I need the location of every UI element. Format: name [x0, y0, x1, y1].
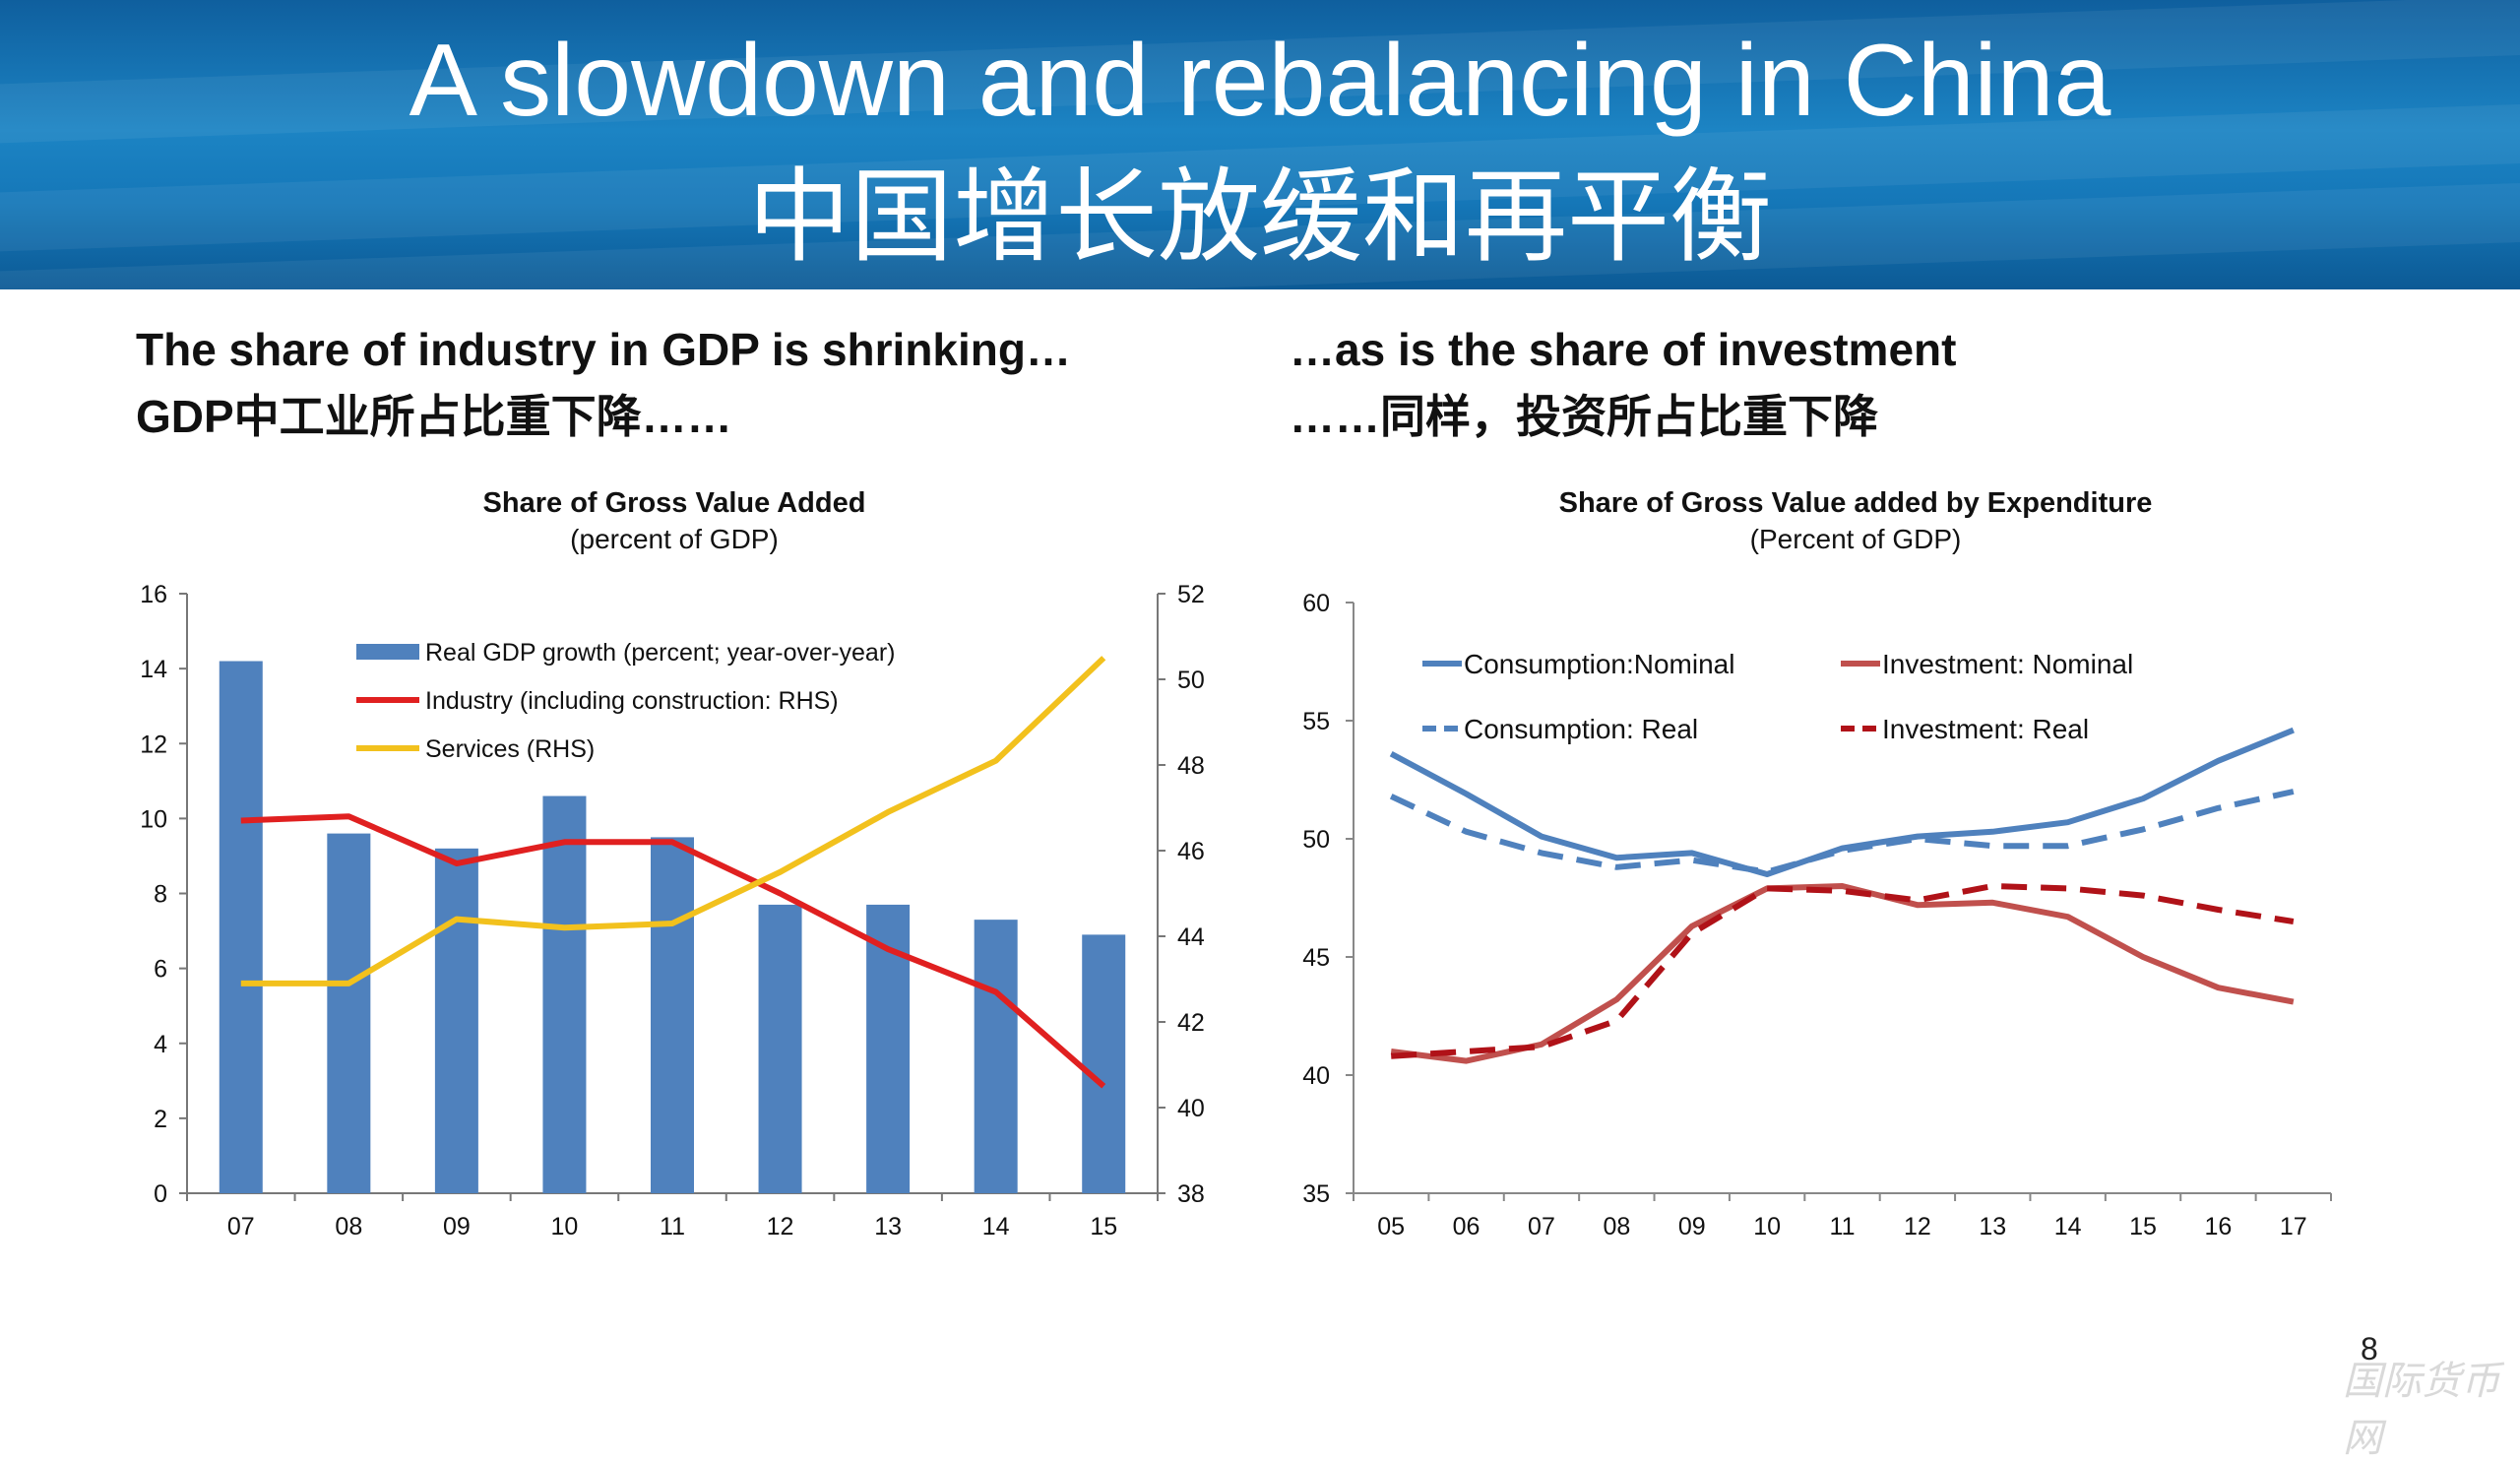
investment-real-line: [1391, 883, 2295, 1059]
gross-value-added-chart: Share of Gross Value Added (percent of GD…: [140, 487, 1205, 1240]
y-tick-label: 60: [1302, 590, 1330, 617]
left-y-tick-label: 16: [140, 581, 167, 608]
x-tick-label: 07: [1528, 1213, 1555, 1240]
gdp-growth-bar: [758, 904, 802, 1193]
x-tick-label: 06: [1453, 1213, 1480, 1240]
x-tick-label: 05: [1377, 1213, 1405, 1240]
gdp-growth-bar: [219, 661, 263, 1193]
legend-label: Real GDP growth (percent; year-over-year…: [425, 639, 896, 667]
legend-label: Investment: Real: [1882, 714, 2089, 744]
y-tick-label: 45: [1302, 944, 1330, 972]
x-tick-label: 13: [1979, 1213, 2006, 1240]
legend-label: Consumption:Nominal: [1464, 649, 1734, 679]
slide-title-en: A slowdown and rebalancing in China: [409, 24, 2111, 138]
left-heading-en: The share of industry in GDP is shrinkin…: [136, 324, 1071, 375]
legend-swatch-gdp-growth: [356, 644, 419, 660]
legend-label: Investment: Nominal: [1882, 649, 2133, 679]
x-tick-label: 14: [2054, 1213, 2082, 1240]
chart-title: Share of Gross Value Added: [483, 487, 866, 519]
chart-title: Share of Gross Value added by Expenditur…: [1559, 487, 2153, 519]
title-banner: A slowdown and rebalancing in China 中国增长…: [0, 0, 2520, 289]
chart-subtitle: (Percent of GDP): [1750, 524, 1962, 554]
legend-label: Industry (including construction: RHS): [425, 687, 839, 715]
y-tick-label: 55: [1302, 708, 1330, 735]
x-tick-label: 13: [874, 1213, 902, 1240]
right-y-tick-label: 44: [1177, 923, 1205, 951]
gdp-growth-bar: [434, 848, 478, 1193]
x-tick-label: 14: [982, 1213, 1010, 1240]
gdp-growth-bar: [1082, 934, 1126, 1193]
gdp-growth-bar: [974, 920, 1018, 1193]
consumption-real-line: [1389, 789, 2295, 875]
x-tick-label: 12: [1904, 1213, 1931, 1240]
right-y-tick-label: 48: [1177, 752, 1205, 780]
left-y-tick-label: 12: [140, 731, 167, 758]
legend-label: Consumption: Real: [1464, 714, 1698, 744]
left-heading-zh: GDP中工业所占比重下降……: [136, 391, 732, 442]
x-tick-label: 09: [1678, 1213, 1706, 1240]
x-tick-label: 16: [2205, 1213, 2233, 1240]
industry-line: [240, 813, 1106, 1089]
left-y-tick-label: 0: [154, 1180, 167, 1208]
right-y-tick-label: 52: [1177, 581, 1205, 608]
y-tick-label: 35: [1302, 1180, 1330, 1208]
page-number: 8: [2361, 1331, 2378, 1367]
right-y-tick-label: 46: [1177, 838, 1205, 865]
right-y-tick-label: 50: [1177, 667, 1205, 694]
left-y-tick-label: 14: [140, 656, 167, 683]
y-tick-label: 40: [1302, 1062, 1330, 1090]
x-tick-label: 07: [227, 1213, 255, 1240]
right-y-tick-label: 40: [1177, 1095, 1205, 1122]
investment-nominal-line: [1390, 883, 2295, 1064]
consumption-nominal-line: [1389, 727, 2295, 877]
x-tick-label: 11: [660, 1213, 685, 1240]
x-tick-label: 11: [1830, 1213, 1856, 1240]
right-heading-zh: ……同样，投资所占比重下降: [1290, 391, 1878, 442]
right-y-tick-label: 38: [1177, 1180, 1205, 1208]
services-line: [240, 656, 1106, 986]
watermark: 国际货币网: [2343, 1359, 2500, 1461]
expenditure-share-chart: Share of Gross Value added by Expenditur…: [1302, 487, 2332, 1240]
legend-label: Services (RHS): [425, 735, 595, 763]
x-tick-label: 15: [1090, 1213, 1117, 1240]
y-tick-label: 50: [1302, 826, 1330, 854]
left-y-tick-label: 4: [154, 1031, 167, 1058]
chart-subtitle: (percent of GDP): [570, 524, 779, 554]
gdp-growth-bar: [651, 837, 694, 1193]
x-tick-label: 09: [443, 1213, 471, 1240]
x-tick-label: 17: [2280, 1213, 2307, 1240]
x-tick-label: 10: [1753, 1213, 1781, 1240]
x-tick-label: 08: [335, 1213, 362, 1240]
gdp-growth-bar: [542, 795, 587, 1193]
x-tick-label: 12: [767, 1213, 794, 1240]
gdp-growth-bar: [327, 833, 371, 1193]
x-tick-label: 10: [551, 1213, 579, 1240]
right-heading-en: …as is the share of investment: [1290, 324, 1957, 375]
right-y-tick-label: 42: [1177, 1009, 1205, 1037]
x-tick-label: 15: [2129, 1213, 2157, 1240]
left-y-tick-label: 6: [154, 956, 167, 984]
left-y-tick-label: 8: [154, 881, 167, 909]
slide-title-zh: 中国增长放缓和再平衡: [747, 157, 1772, 277]
x-tick-label: 08: [1603, 1213, 1630, 1240]
left-y-tick-label: 10: [140, 805, 167, 833]
left-y-tick-label: 2: [154, 1106, 167, 1133]
